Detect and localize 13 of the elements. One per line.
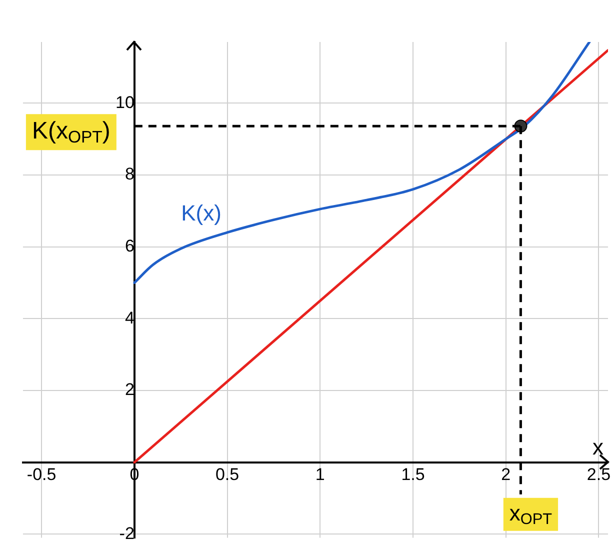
series-label: K(x)	[181, 200, 222, 226]
x-tick-label: 2.5	[586, 465, 611, 484]
x-tick-label: 0.5	[215, 465, 240, 484]
y-tick-label: 10	[116, 92, 134, 112]
x-axis-title: x	[592, 434, 604, 460]
x-tick-label: 1	[315, 465, 325, 484]
x-tick-label: 2	[501, 465, 511, 484]
y-tick-label: 8	[124, 164, 134, 184]
x-tick-label: -0.5	[26, 465, 56, 484]
y-tick-label: 4	[124, 308, 134, 328]
y-tick-label: 6	[124, 236, 134, 256]
x-tick-label: 1.5	[401, 465, 425, 484]
y-tick-label: 2	[124, 380, 134, 400]
